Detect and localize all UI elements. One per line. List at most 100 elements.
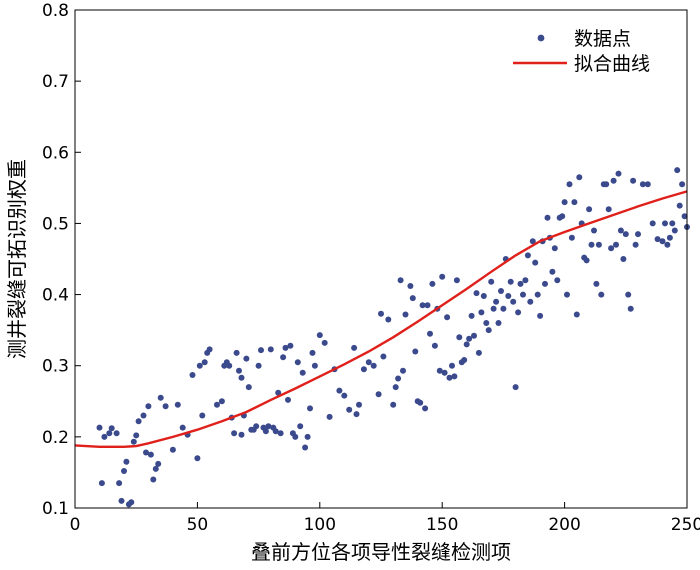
data-point — [309, 349, 316, 356]
data-point — [351, 344, 358, 351]
data-point — [666, 234, 673, 241]
data-point — [106, 430, 113, 437]
data-point — [446, 374, 453, 381]
data-point — [285, 396, 291, 403]
data-point — [681, 213, 688, 220]
data-point — [174, 401, 181, 408]
data-point — [206, 346, 213, 353]
fit-curve-line — [74, 190, 688, 448]
data-point — [336, 387, 343, 394]
data-point — [196, 362, 203, 369]
data-point — [409, 295, 416, 302]
data-point — [610, 177, 617, 184]
data-point — [595, 241, 602, 248]
data-point — [304, 433, 311, 440]
data-point — [444, 314, 451, 321]
data-point — [549, 268, 556, 275]
legend-label-curve: 拟合曲线 — [574, 53, 650, 75]
data-point — [480, 293, 487, 299]
data-point — [245, 384, 252, 391]
data-point — [311, 362, 318, 369]
data-point — [346, 406, 353, 413]
data-point — [517, 280, 524, 287]
data-point — [544, 214, 551, 221]
data-point — [622, 231, 629, 238]
data-point — [258, 347, 264, 354]
data-point — [282, 344, 289, 351]
data-point — [551, 245, 558, 252]
data-point — [395, 375, 402, 382]
data-point — [532, 259, 539, 266]
data-point — [436, 367, 443, 374]
data-point — [116, 480, 123, 487]
data-point — [370, 362, 377, 369]
x-tick-label: 200 — [548, 515, 580, 535]
data-point — [140, 412, 147, 419]
data-point — [576, 174, 583, 181]
data-point — [542, 280, 548, 287]
data-point — [400, 367, 406, 374]
data-point — [356, 401, 362, 408]
data-point — [262, 428, 269, 435]
data-point — [463, 341, 470, 348]
x-tick-label: 0 — [70, 515, 81, 535]
data-point — [495, 320, 502, 326]
data-point — [559, 213, 566, 220]
data-point — [478, 309, 485, 316]
x-axis-title: 叠前方位各项导性裂缝检测项 — [251, 540, 511, 564]
data-point — [608, 245, 615, 252]
data-point — [473, 290, 480, 297]
y-tick-label: 0.8 — [42, 1, 69, 21]
y-tick-label: 0.5 — [42, 214, 69, 234]
data-point — [365, 359, 372, 366]
data-point — [632, 241, 639, 248]
data-point — [522, 277, 529, 284]
data-point — [625, 291, 632, 298]
data-point — [422, 405, 429, 412]
data-point — [603, 181, 610, 188]
data-point — [439, 273, 446, 280]
data-point — [483, 320, 490, 326]
data-point — [605, 206, 612, 213]
data-point — [620, 256, 627, 262]
data-point — [441, 369, 448, 376]
data-point — [407, 283, 414, 289]
data-point — [554, 277, 561, 284]
legend: 数据点 拟合曲线 — [513, 28, 650, 75]
data-point — [179, 424, 186, 431]
data-point — [507, 278, 514, 285]
data-point — [453, 277, 460, 284]
data-point — [471, 332, 477, 339]
data-point — [402, 311, 409, 318]
y-tick-label: 0.7 — [42, 72, 69, 92]
data-point — [468, 312, 475, 319]
data-point — [133, 432, 140, 439]
data-point — [617, 227, 624, 234]
data-point — [307, 405, 313, 412]
data-point — [505, 293, 512, 299]
data-point — [512, 384, 519, 391]
data-point — [316, 332, 323, 339]
data-point — [297, 423, 304, 430]
data-point — [299, 369, 306, 376]
y-tick-label: 0.3 — [42, 357, 69, 377]
data-point — [674, 167, 681, 174]
data-point — [566, 181, 573, 188]
data-point — [255, 362, 262, 369]
data-point — [157, 394, 164, 401]
data-point — [431, 342, 438, 349]
data-point — [419, 302, 426, 309]
data-point — [145, 403, 152, 410]
data-point — [231, 430, 238, 437]
data-point — [613, 241, 619, 248]
data-point — [238, 374, 245, 381]
data-point — [302, 444, 309, 451]
x-tick-label: 100 — [304, 515, 336, 535]
data-point — [397, 277, 404, 284]
data-point — [635, 231, 641, 238]
data-point — [214, 401, 220, 408]
data-point — [466, 335, 473, 342]
data-point — [226, 362, 233, 369]
data-point — [121, 468, 127, 474]
